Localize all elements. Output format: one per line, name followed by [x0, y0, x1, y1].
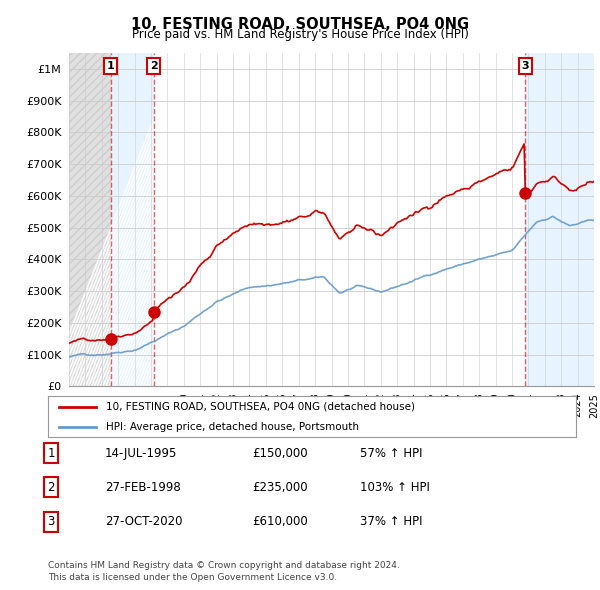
Text: 57% ↑ HPI: 57% ↑ HPI	[360, 447, 422, 460]
Text: 1: 1	[107, 61, 115, 71]
Text: 3: 3	[47, 515, 55, 528]
Text: £610,000: £610,000	[252, 515, 308, 528]
Text: 2: 2	[47, 481, 55, 494]
Text: 3: 3	[521, 61, 529, 71]
Text: 2: 2	[150, 61, 158, 71]
Text: 103% ↑ HPI: 103% ↑ HPI	[360, 481, 430, 494]
Text: 10, FESTING ROAD, SOUTHSEA, PO4 0NG (detached house): 10, FESTING ROAD, SOUTHSEA, PO4 0NG (det…	[106, 402, 415, 411]
Text: Price paid vs. HM Land Registry's House Price Index (HPI): Price paid vs. HM Land Registry's House …	[131, 28, 469, 41]
Bar	[526, 53, 594, 386]
Text: £235,000: £235,000	[252, 481, 308, 494]
Text: 14-JUL-1995: 14-JUL-1995	[105, 447, 178, 460]
Bar	[110, 53, 154, 386]
Bar	[69, 53, 110, 386]
Text: 37% ↑ HPI: 37% ↑ HPI	[360, 515, 422, 528]
Text: HPI: Average price, detached house, Portsmouth: HPI: Average price, detached house, Port…	[106, 422, 359, 431]
Text: £150,000: £150,000	[252, 447, 308, 460]
Text: 27-FEB-1998: 27-FEB-1998	[105, 481, 181, 494]
Text: Contains HM Land Registry data © Crown copyright and database right 2024.
This d: Contains HM Land Registry data © Crown c…	[48, 561, 400, 582]
Text: 10, FESTING ROAD, SOUTHSEA, PO4 0NG: 10, FESTING ROAD, SOUTHSEA, PO4 0NG	[131, 17, 469, 31]
Text: 1: 1	[47, 447, 55, 460]
Text: 27-OCT-2020: 27-OCT-2020	[105, 515, 182, 528]
